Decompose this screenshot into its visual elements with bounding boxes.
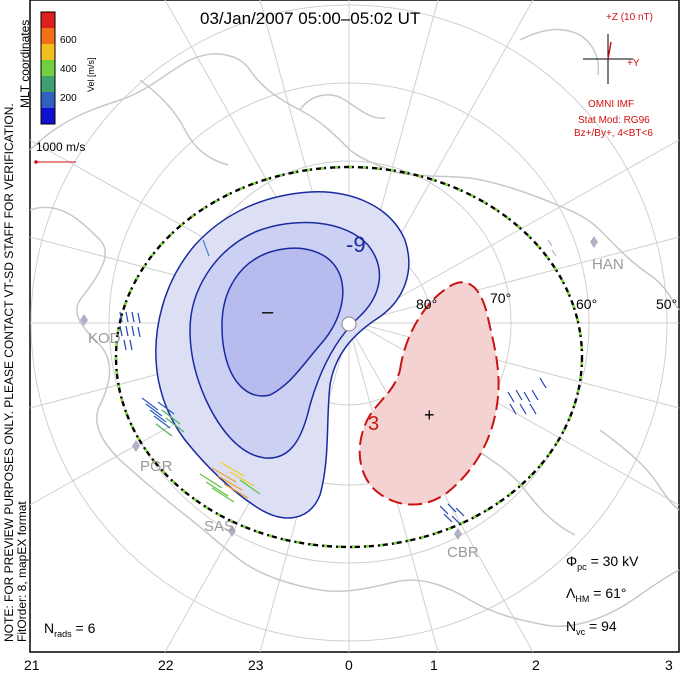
preview-note: NOTE: FOR PREVIEW PURPOSES ONLY. PLEASE … bbox=[2, 103, 16, 642]
nrads-symbol: N bbox=[44, 620, 55, 636]
lambda-value: = 61° bbox=[593, 585, 627, 601]
colorbar-swatch bbox=[41, 60, 55, 77]
maximum-marker: + bbox=[424, 405, 435, 425]
lat-label-70: 70° bbox=[490, 290, 512, 306]
coastlines bbox=[29, 28, 680, 628]
mlt-tick-23: 23 bbox=[248, 657, 264, 673]
velocity-vectors bbox=[119, 239, 557, 525]
colorbar-tick-600: 600 bbox=[60, 35, 77, 46]
negative-contour-label: -9 bbox=[346, 232, 366, 257]
colorbar-swatch bbox=[41, 108, 55, 125]
station-markers bbox=[80, 236, 598, 540]
lambda-subscript: HM bbox=[575, 593, 590, 604]
phi-subscript: pc bbox=[577, 561, 587, 572]
nvc-value: = 94 bbox=[589, 618, 617, 634]
hm-latitude: ΛHM = 61° bbox=[566, 585, 627, 604]
hm-boundary-model bbox=[114, 165, 584, 549]
map-frame bbox=[29, 0, 680, 653]
colorbar-label: Vel [m/s] bbox=[86, 57, 96, 92]
velocity-colorbar bbox=[40, 11, 56, 125]
colorbar-swatch bbox=[41, 12, 55, 29]
station-cbr: CBR bbox=[447, 544, 479, 561]
lambda-symbol: Λ bbox=[566, 585, 576, 601]
nrads-subscript: rads bbox=[54, 628, 72, 639]
colorbar-swatch bbox=[41, 76, 55, 93]
coords-note: MLT coordinates bbox=[18, 19, 32, 108]
mlt-tick-21: 21 bbox=[24, 657, 40, 673]
radar-count: Nrads = 6 bbox=[44, 620, 95, 639]
negative-cell-inner bbox=[221, 247, 344, 397]
nvc-subscript: vc bbox=[576, 626, 586, 637]
scale-vector-origin bbox=[34, 160, 38, 164]
station-pgr: PGR bbox=[140, 458, 173, 475]
lat-label-50: 50° bbox=[656, 296, 678, 312]
imf-dial bbox=[583, 34, 633, 84]
imf-y-label: +Y bbox=[627, 58, 640, 69]
minimum-marker: – bbox=[262, 301, 274, 323]
station-sas: SAS bbox=[204, 518, 235, 535]
fit-order-note: FitOrder: 8, mapEX format bbox=[15, 501, 29, 642]
colorbar-border bbox=[40, 11, 56, 125]
lat-label-60: 60° bbox=[576, 296, 598, 312]
colorbar-swatch bbox=[41, 28, 55, 45]
station-han: HAN bbox=[592, 256, 624, 273]
colorbar-tick-200: 200 bbox=[60, 93, 77, 104]
phi-value: = 30 kV bbox=[590, 553, 639, 569]
positive-cell bbox=[358, 281, 500, 506]
magnetic-pole bbox=[341, 316, 357, 332]
scale-label: 1000 m/s bbox=[36, 140, 86, 154]
station-kod: KOD bbox=[88, 330, 121, 347]
mlt-tick-2: 2 bbox=[532, 657, 540, 673]
mlt-tick-22: 22 bbox=[158, 657, 174, 673]
phi-symbol: Φ bbox=[566, 553, 578, 569]
vector-count: Nvc = 94 bbox=[566, 618, 617, 637]
mlt-tick-3: 3 bbox=[665, 657, 673, 673]
mlt-tick-0: 0 bbox=[345, 657, 353, 673]
imf-z-label: +Z (10 nT) bbox=[606, 12, 653, 23]
positive-contour-label: 3 bbox=[368, 413, 379, 435]
nrads-value: = 6 bbox=[75, 620, 96, 636]
map-title: 03/Jan/2007 05:00–05:02 UT bbox=[200, 9, 421, 28]
colorbar-tick-400: 400 bbox=[60, 64, 77, 75]
imf-model: Stat Mod: RG96 bbox=[578, 115, 650, 126]
nvc-symbol: N bbox=[566, 618, 577, 634]
imf-source: OMNI IMF bbox=[588, 99, 635, 110]
imf-bin: Bz+/By+, 4<BT<6 bbox=[574, 128, 653, 139]
cross-polar-potential: Φpc = 30 kV bbox=[566, 553, 638, 572]
colorbar-swatch bbox=[41, 92, 55, 109]
lat-label-80: 80° bbox=[416, 296, 438, 312]
colorbar-swatch bbox=[41, 44, 55, 61]
mlt-tick-1: 1 bbox=[430, 657, 438, 673]
